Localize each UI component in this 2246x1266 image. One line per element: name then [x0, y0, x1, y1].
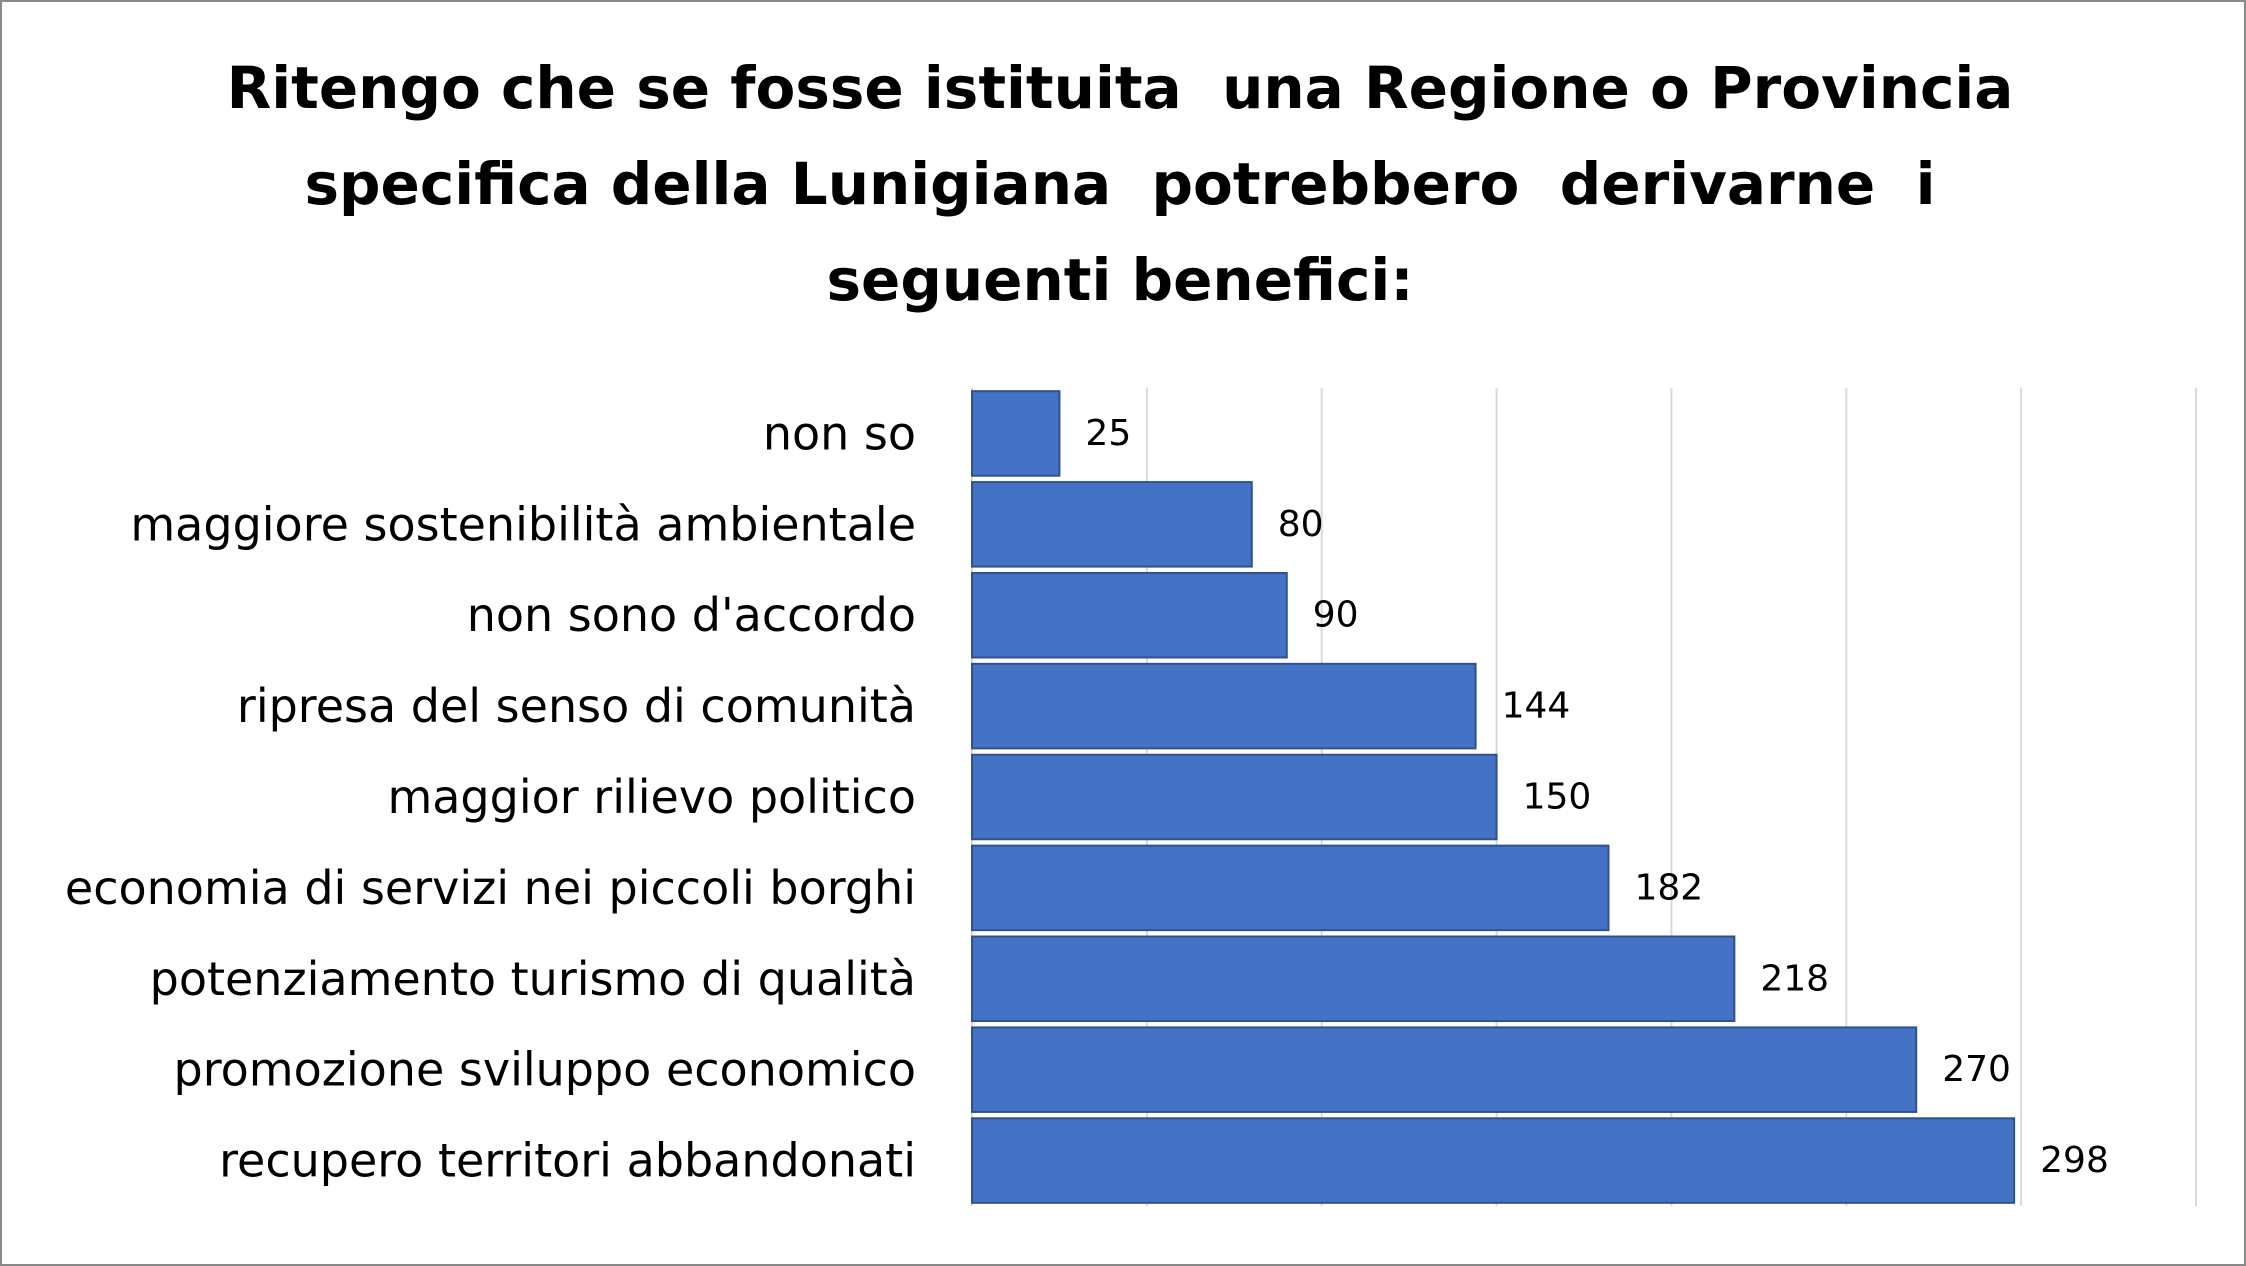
- category-label: non so: [763, 406, 916, 460]
- bar: [971, 1117, 2016, 1204]
- data-label: 25: [1085, 413, 1131, 454]
- category-label: non sono d'accordo: [467, 588, 916, 642]
- bar: [971, 481, 1253, 568]
- category-label: potenziamento turismo di qualità: [150, 952, 916, 1006]
- data-label: 298: [2040, 1140, 2109, 1181]
- data-label: 144: [1502, 686, 1571, 727]
- category-label: economia di servizi nei piccoli borghi: [65, 861, 916, 915]
- bar: [971, 662, 1477, 750]
- bar: [971, 571, 1288, 659]
- chart-title: Ritengo che se fosse istituita una Regio…: [180, 40, 2060, 328]
- data-label: 90: [1313, 595, 1359, 636]
- category-label: promozione sviluppo economico: [174, 1043, 916, 1097]
- bar: [971, 935, 1736, 1023]
- chart-title-line: Ritengo che se fosse istituita una Regio…: [226, 54, 2014, 122]
- bar: [971, 1026, 1918, 1113]
- chart-title-line: specifica della Lunigiana potrebbero der…: [304, 150, 1936, 218]
- data-labels: 25 80 90 144 150 182 218 270 298: [1085, 413, 2108, 1181]
- category-label: maggior rilievo politico: [387, 770, 916, 824]
- category-labels: non so maggiore sostenibilità ambientale n…: [65, 406, 916, 1187]
- category-label: maggiore sostenibilità ambientale: [130, 497, 916, 551]
- bar: [971, 390, 1061, 477]
- data-label: 150: [1523, 777, 1592, 818]
- data-label: 218: [1760, 958, 1829, 999]
- chart-title-line: seguenti benefici:: [826, 246, 1414, 314]
- bars: [971, 390, 2016, 1204]
- bar: [971, 844, 1610, 932]
- data-label: 270: [1942, 1049, 2011, 1090]
- category-label: recupero territori abbandonati: [219, 1134, 916, 1188]
- data-label: 182: [1634, 867, 1703, 908]
- category-label: ripresa del senso di comunità: [237, 679, 916, 733]
- bar: [971, 753, 1498, 841]
- data-label: 80: [1278, 504, 1324, 545]
